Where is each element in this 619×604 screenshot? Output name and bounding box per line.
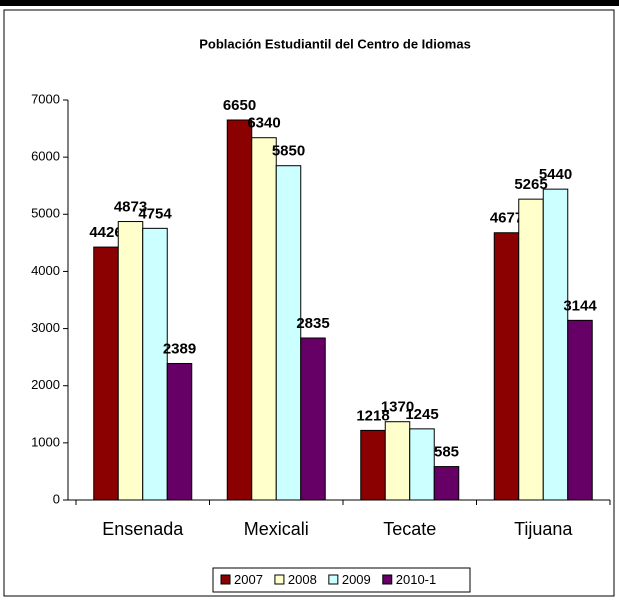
bar — [142, 227, 168, 501]
legend-label: 2008 — [288, 572, 317, 587]
value-label: 2389 — [163, 340, 196, 357]
legend-label: 2009 — [342, 572, 371, 587]
value-label: 4677 — [490, 210, 523, 227]
legend-swatch — [382, 574, 393, 585]
bar — [567, 319, 593, 501]
y-tick-label: 3000 — [31, 320, 60, 335]
bar — [300, 337, 326, 501]
value-label: 3144 — [563, 297, 597, 314]
bar — [409, 428, 435, 501]
bar — [433, 466, 460, 501]
legend-swatch — [274, 574, 285, 585]
legend-label: 2010-1 — [396, 572, 436, 587]
value-label: 4754 — [138, 205, 172, 222]
value-label: 6340 — [247, 115, 280, 132]
value-label: 4873 — [114, 199, 147, 216]
legend-swatch — [328, 574, 339, 585]
value-label: 585 — [434, 444, 459, 461]
bar — [166, 362, 193, 501]
y-tick-label: 7000 — [31, 91, 60, 106]
x-tick-label: Mexicali — [244, 519, 309, 539]
bar — [384, 421, 411, 501]
y-tick-label: 0 — [53, 491, 60, 506]
y-tick-label: 2000 — [31, 377, 60, 392]
legend-swatch — [220, 574, 231, 585]
value-label: 5265 — [514, 176, 547, 193]
bar — [117, 221, 144, 501]
y-tick-label: 4000 — [31, 263, 60, 278]
chart-frame — [3, 9, 615, 597]
x-tick-label: Tijuana — [514, 519, 573, 539]
y-tick-label: 1000 — [31, 434, 60, 449]
y-tick-label: 5000 — [31, 206, 60, 221]
legend-box — [212, 567, 471, 593]
bar — [275, 165, 302, 501]
bar — [518, 198, 544, 501]
value-label: 4426 — [89, 224, 122, 241]
legend-label: 2007 — [234, 572, 263, 587]
bar — [493, 232, 520, 501]
bar — [93, 246, 119, 501]
x-tick-label: Ensenada — [102, 519, 184, 539]
value-label: 1218 — [356, 407, 389, 424]
value-label: 5440 — [539, 166, 572, 183]
bar — [542, 188, 569, 501]
value-label: 1370 — [381, 399, 414, 416]
value-label: 2835 — [296, 315, 329, 332]
bar — [251, 137, 277, 501]
chart-title: Población Estudiantil del Centro de Idio… — [199, 36, 471, 51]
value-label: 6650 — [223, 97, 256, 114]
x-tick-label: Tecate — [383, 519, 436, 539]
bar — [360, 429, 386, 501]
value-label: 5850 — [272, 143, 305, 160]
y-tick-label: 6000 — [31, 149, 60, 164]
value-label: 1245 — [405, 406, 438, 423]
bar — [226, 119, 253, 501]
